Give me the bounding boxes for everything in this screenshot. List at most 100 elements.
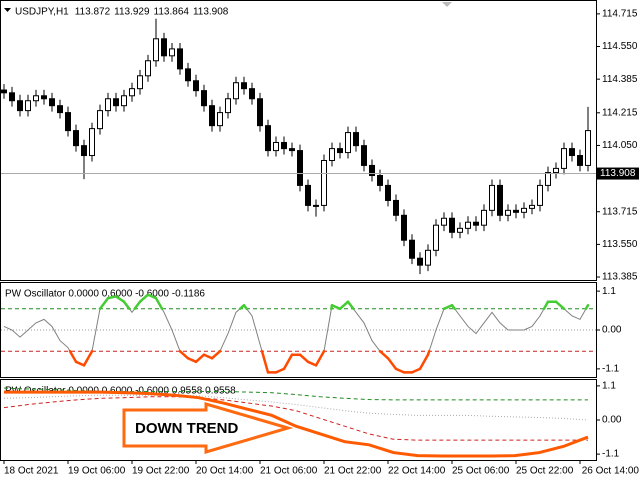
candle-body — [57, 105, 63, 114]
candle-body — [361, 145, 367, 166]
osc-extreme-segment — [542, 300, 550, 311]
candle-body — [433, 224, 439, 251]
header-value: 113.929 — [114, 7, 150, 18]
candle-body — [209, 105, 215, 127]
band-line — [3, 396, 588, 441]
candle-body — [137, 75, 143, 90]
candle-body — [585, 130, 591, 166]
osc-extreme-segment — [314, 349, 326, 367]
candle-body — [385, 184, 391, 201]
y-tick-label: 113.715 — [602, 206, 638, 217]
candle-body — [281, 141, 287, 150]
y-tick-label: 114.550 — [602, 41, 638, 52]
candle-body — [73, 130, 79, 147]
osc-extreme-segment — [442, 304, 454, 311]
candle-body — [145, 60, 151, 77]
x-tick-label: 25 Oct 22:00 — [516, 466, 574, 477]
candle-body — [329, 148, 335, 161]
band-line — [3, 387, 588, 401]
main-panel — [0, 0, 597, 281]
y-tick-label: 1.1 — [602, 381, 616, 392]
candle-body — [225, 98, 231, 114]
candle-body — [241, 82, 247, 90]
y-tick-label: 0.00 — [602, 415, 622, 426]
candle-body — [81, 145, 87, 157]
osc-extreme-segment — [242, 304, 248, 311]
x-tick-label: 19 Oct 22:00 — [132, 466, 190, 477]
candle-body — [553, 167, 559, 174]
osc-extreme-segment — [178, 349, 190, 360]
candle-body — [345, 132, 351, 154]
candle-body — [201, 90, 207, 107]
candle-body — [177, 48, 183, 70]
y-tick-label: 114.215 — [602, 107, 638, 118]
candle-body — [441, 217, 447, 226]
osc-extreme-segment — [106, 295, 118, 300]
y-tick-label: 1.1 — [602, 286, 616, 297]
candle-body — [457, 227, 463, 233]
osc-extreme-segment — [554, 300, 566, 311]
candle-body — [193, 80, 199, 92]
osc-extreme-segment — [450, 304, 456, 311]
candle-body — [425, 249, 431, 266]
candle-body — [449, 217, 455, 233]
candle-body — [233, 82, 239, 100]
candle-body — [129, 88, 135, 97]
y-tick-label: 113.550 — [602, 239, 638, 250]
candle-body — [161, 38, 167, 57]
y-tick-label: 113.385 — [602, 272, 638, 283]
osc-extreme-segment — [186, 357, 198, 364]
osc-extreme-segment — [98, 296, 110, 311]
annotation: DOWN TREND — [135, 420, 238, 437]
header-value: 113.872 — [75, 7, 111, 18]
y-tick-label: 0.00 — [602, 325, 622, 336]
osc-extreme-segment — [338, 300, 350, 311]
osc-extreme-segment — [394, 367, 406, 374]
osc-extreme-segment — [298, 353, 310, 364]
candle-body — [65, 112, 71, 132]
osc-extreme-segment — [74, 360, 86, 367]
osc-extreme-segment — [274, 367, 286, 374]
candle-body — [481, 209, 487, 226]
x-tick-label: 21 Oct 06:00 — [260, 466, 318, 477]
candle-body — [305, 184, 311, 206]
osc-extreme-segment — [138, 293, 150, 303]
candle-body — [185, 68, 191, 82]
current-price-label: 113.908 — [600, 168, 636, 179]
panel-title: PW Oscillator 0.0000 0.6000 -0.6000 -0.1… — [5, 289, 205, 300]
candle-body — [17, 100, 23, 112]
header-value: 113.908 — [193, 7, 229, 18]
candle-body — [569, 148, 575, 157]
candle-body — [473, 221, 479, 226]
osc-extreme-segment — [122, 300, 131, 311]
osc-extreme-segment — [426, 349, 431, 356]
candle-body — [353, 132, 359, 147]
candle-body — [401, 214, 407, 241]
osc-extreme-segment — [114, 295, 126, 303]
candle-body — [249, 88, 255, 100]
osc-extreme-segment — [584, 304, 590, 311]
x-tick-label: 19 Oct 06:00 — [68, 466, 126, 477]
candle-body — [545, 172, 551, 186]
osc-extreme-segment — [154, 296, 164, 311]
osc-extreme-segment — [418, 353, 430, 371]
candle-body — [497, 184, 503, 216]
candle-body — [513, 209, 519, 213]
collapse-triangle[interactable] — [442, 2, 452, 7]
candle-body — [169, 48, 175, 57]
arrow-shape — [122, 401, 294, 455]
osc-extreme-segment — [410, 367, 422, 374]
osc-extreme-segment — [346, 300, 355, 311]
candle-body — [561, 148, 567, 169]
candle-body — [377, 175, 383, 186]
x-tick-label: 18 Oct 2021 — [4, 466, 59, 477]
candle-body — [273, 141, 279, 152]
osc-extreme-segment — [68, 349, 78, 364]
osc-extreme-segment — [330, 304, 342, 311]
menu-triangle[interactable] — [4, 8, 11, 12]
x-tick-label: 22 Oct 14:00 — [388, 466, 446, 477]
candle-body — [265, 125, 271, 152]
x-tick-label: 21 Oct 22:00 — [324, 466, 382, 477]
